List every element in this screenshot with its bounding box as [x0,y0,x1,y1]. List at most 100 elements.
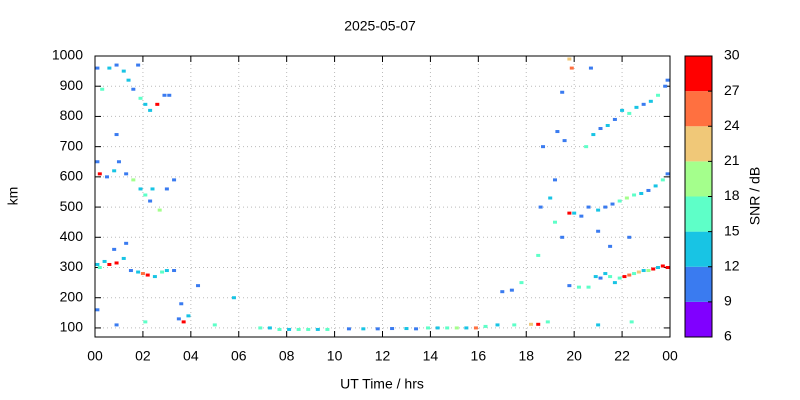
x-tick-label: 04 [183,348,199,364]
data-point [181,320,186,324]
data-point [665,78,670,82]
data-point [648,99,653,103]
data-point [95,66,100,70]
data-point [586,285,591,289]
colorbar-tick-label: 21 [724,152,740,168]
data-point [639,191,644,195]
data-point [231,296,236,300]
colorbar-tick-label: 24 [724,117,740,133]
y-tick-label: 100 [60,319,84,335]
colorbar-label: SNR / dB [747,167,763,225]
y-tick-label: 500 [60,198,84,214]
data-point [598,276,603,280]
x-tick-label: 12 [375,348,391,364]
data-point [576,285,581,289]
data-point [596,323,601,327]
data-point [509,288,514,292]
data-point [100,87,105,91]
data-point [588,66,593,70]
y-tick-label: 600 [60,168,84,184]
data-point [641,102,646,106]
data-point [124,241,129,245]
colorbar-swatch [685,231,712,267]
data-point [176,317,181,321]
data-point [435,326,440,330]
data-point [560,90,565,94]
data-point [196,284,201,288]
y-tick-label: 300 [60,258,84,274]
data-point [646,188,651,192]
data-point [624,196,629,200]
data-point [567,284,572,288]
data-point [610,202,615,206]
y-tick-label: 800 [60,107,84,123]
data-point [404,327,409,331]
chart-title: 2025-05-07 [344,18,416,34]
data-point [277,327,282,331]
data-point [150,187,155,191]
data-point [148,199,153,203]
data-point [572,211,577,215]
x-tick-label: 16 [471,348,487,364]
data-point [636,270,641,274]
colorbar-tick-label: 18 [724,187,740,203]
data-point [95,262,100,266]
data-point [114,261,119,265]
data-point [483,324,488,328]
data-point [553,178,557,182]
data-point [131,178,136,182]
colorbar-tick-label: 27 [724,82,740,98]
data-point [258,326,263,330]
data-point [152,275,157,279]
data-point [617,276,622,280]
data-point [164,269,169,273]
data-point [598,127,603,131]
data-point [567,211,572,215]
data-point [529,322,534,326]
data-point [296,327,301,331]
data-point [414,327,419,331]
data-point [325,327,330,331]
data-point [608,244,613,248]
data-point [500,290,505,294]
data-point [536,322,541,326]
data-point [124,172,129,176]
data-point [114,323,119,327]
data-point [128,269,133,273]
x-tick-label: 22 [614,348,630,364]
data-point [306,327,311,331]
colorbar-tick-label: 6 [724,328,732,344]
data-point [116,160,121,164]
data-point [361,327,366,331]
data-point [112,247,117,251]
data-point [555,130,560,134]
data-point [603,205,608,209]
data-point [140,272,145,276]
data-point [172,269,177,273]
x-axis-label: UT Time / hrs [340,376,424,392]
data-point [157,208,162,212]
data-point [148,108,153,112]
data-point [164,187,169,191]
data-point [596,208,601,212]
data-point [656,93,661,97]
x-tick-label: 06 [231,348,247,364]
data-point [627,273,632,277]
data-point [464,326,469,330]
plot-frame [94,55,671,338]
data-point [584,145,589,149]
data-point [660,178,665,182]
colorbar-tick-label: 30 [724,47,740,63]
colorbar-tick-label: 9 [724,293,732,309]
data-point [495,323,500,327]
data-point [665,172,670,176]
x-tick-label: 10 [327,348,343,364]
data-point [632,193,637,197]
data-point [346,327,351,331]
data-point [579,214,584,218]
data-point [138,187,143,191]
data-point [603,272,608,276]
data-point [426,326,431,330]
data-point [445,326,450,330]
